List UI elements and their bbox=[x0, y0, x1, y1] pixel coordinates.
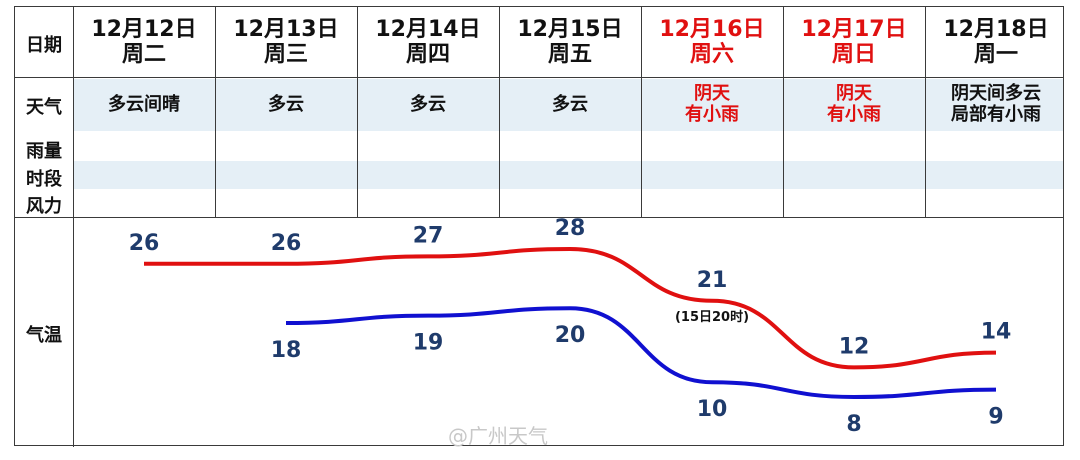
weekday-label: 周二 bbox=[121, 42, 166, 67]
date-header-4: 12月16日 周六 bbox=[641, 7, 783, 77]
weather-row-band bbox=[73, 79, 1063, 131]
low-temp-label: 19 bbox=[413, 331, 444, 356]
high-temp-label: 14 bbox=[981, 320, 1012, 345]
high-temp-label: 21 bbox=[697, 268, 728, 293]
watermark: @广州天气 bbox=[448, 424, 548, 448]
weather-cell-5: 阴天 有小雨 bbox=[827, 83, 881, 125]
date-label: 12月16日 bbox=[659, 16, 765, 42]
date-label: 12月17日 bbox=[801, 16, 907, 42]
weather-cell-6: 阴天间多云 局部有小雨 bbox=[951, 83, 1041, 125]
weather-cell-0: 多云间晴 bbox=[108, 93, 180, 115]
low-temp-label: 20 bbox=[555, 323, 586, 348]
low-temp-label: 18 bbox=[271, 338, 302, 363]
date-label: 12月18日 bbox=[943, 16, 1049, 42]
high-temp-label: 27 bbox=[413, 223, 444, 248]
date-header-2: 12月14日 周四 bbox=[357, 7, 499, 77]
low-temp-label: 8 bbox=[846, 412, 861, 437]
low-temp-line bbox=[285, 306, 997, 400]
weather-cell-1: 多云 bbox=[268, 93, 304, 115]
row-label-wind: 风力 bbox=[26, 196, 62, 217]
date-label: 12月14日 bbox=[375, 16, 481, 42]
annotation-note: (15日20时) bbox=[675, 309, 749, 325]
weekday-label: 周五 bbox=[547, 42, 592, 67]
weekday-label: 周三 bbox=[263, 42, 308, 67]
high-temp-label: 26 bbox=[129, 231, 160, 256]
date-header-0: 12月12日 周二 bbox=[73, 7, 215, 77]
weekday-label: 周四 bbox=[405, 42, 450, 67]
low-temp-label: 10 bbox=[697, 397, 728, 422]
date-label: 12月13日 bbox=[233, 16, 339, 42]
weather-cell-4: 阴天 有小雨 bbox=[685, 83, 739, 125]
date-header-3: 12月15日 周五 bbox=[499, 7, 641, 77]
forecast-table: 日期 天气 雨量 时段 风力 气温 12月12日 周二 12月13日 周三 12月14日… bbox=[14, 6, 1067, 447]
weather-cell-2: 多云 bbox=[410, 93, 446, 115]
low-temp-label: 9 bbox=[988, 405, 1003, 430]
high-temp-label: 28 bbox=[555, 216, 586, 241]
date-header-6: 12月18日 周一 bbox=[925, 7, 1067, 77]
row-label-rain: 雨量 bbox=[26, 141, 62, 162]
row-label-weather: 天气 bbox=[26, 97, 62, 118]
row-label-period: 时段 bbox=[26, 169, 62, 190]
row-label-temperature: 气温 bbox=[26, 325, 62, 346]
weekday-label: 周日 bbox=[831, 42, 876, 67]
temperature-chart: 26 26 27 28 21 12 14 18 19 20 10 8 9 (15日20时) bbox=[129, 216, 1012, 437]
weekday-label: 周六 bbox=[689, 42, 734, 67]
date-header-5: 12月17日 周日 bbox=[783, 7, 925, 77]
date-label: 12月15日 bbox=[517, 16, 623, 42]
weekday-label: 周一 bbox=[973, 42, 1018, 67]
date-header-1: 12月13日 周三 bbox=[215, 7, 357, 77]
row-label-date: 日期 bbox=[26, 35, 62, 56]
high-temp-line bbox=[143, 246, 997, 370]
high-temp-label: 12 bbox=[839, 334, 870, 359]
date-label: 12月12日 bbox=[91, 16, 197, 42]
rain-row-band-2 bbox=[73, 161, 1063, 189]
weather-cell-3: 多云 bbox=[552, 93, 588, 115]
high-temp-label: 26 bbox=[271, 231, 302, 256]
